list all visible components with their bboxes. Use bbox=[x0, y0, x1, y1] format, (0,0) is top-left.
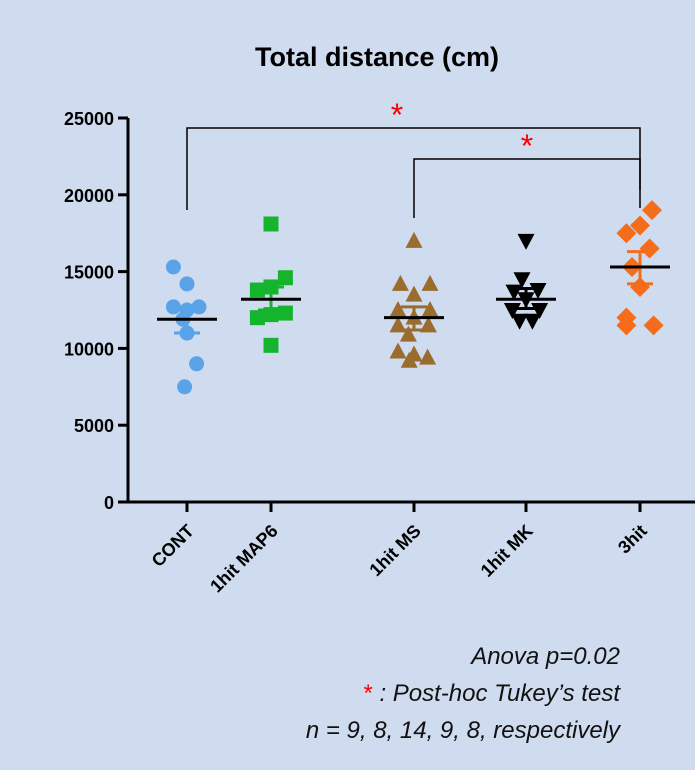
x-tick-label: CONT bbox=[148, 521, 198, 571]
data-point bbox=[250, 283, 265, 298]
posthoc-star: * bbox=[363, 680, 372, 707]
data-point bbox=[180, 276, 195, 291]
data-point bbox=[518, 234, 535, 250]
data-point bbox=[177, 379, 192, 394]
data-point bbox=[390, 301, 407, 317]
data-point bbox=[264, 338, 279, 353]
data-point bbox=[406, 232, 423, 248]
x-tick-label: 1hit MAP6 bbox=[206, 521, 282, 597]
data-point bbox=[644, 315, 664, 335]
data-point bbox=[392, 275, 409, 291]
x-axis: CONT 1hit MAP6 1hit MS 1hit MK 3hit bbox=[128, 502, 695, 596]
x-tick-label: 3hit bbox=[614, 521, 651, 558]
data-point bbox=[250, 310, 265, 325]
data-point bbox=[166, 259, 181, 274]
data-point bbox=[278, 306, 293, 321]
data-point bbox=[419, 349, 436, 365]
data-point bbox=[264, 216, 279, 231]
significance-bracket bbox=[414, 159, 640, 218]
anova-note: Anova p=0.02 bbox=[306, 638, 620, 675]
data-point bbox=[189, 356, 204, 371]
data-point bbox=[422, 275, 439, 291]
data-point bbox=[390, 342, 407, 358]
significance-star: * bbox=[391, 97, 403, 133]
chart-title: Total distance (cm) bbox=[255, 42, 499, 72]
data-point bbox=[640, 239, 660, 259]
data-point bbox=[642, 200, 662, 220]
data-points bbox=[166, 200, 664, 394]
data-point bbox=[406, 286, 423, 302]
posthoc-note: * : Post-hoc Tukey’s test bbox=[306, 675, 620, 712]
y-tick-label: 0 bbox=[104, 493, 114, 513]
figure-notes: Anova p=0.02 * : Post-hoc Tukey’s test n… bbox=[306, 638, 620, 749]
x-tick-label: 1hit MS bbox=[365, 521, 424, 580]
data-point bbox=[524, 314, 541, 330]
significance-brackets: ** bbox=[187, 97, 640, 218]
x-tick-label: 1hit MK bbox=[477, 521, 537, 581]
y-tick-label: 20000 bbox=[64, 186, 114, 206]
y-tick-label: 5000 bbox=[74, 416, 114, 436]
y-tick-label: 25000 bbox=[64, 109, 114, 129]
data-point bbox=[278, 270, 293, 285]
y-tick-label: 15000 bbox=[64, 263, 114, 283]
significance-star: * bbox=[521, 128, 533, 164]
y-tick-label: 10000 bbox=[64, 339, 114, 359]
sample-size-note: n = 9, 8, 14, 9, 8, respectively bbox=[306, 712, 620, 749]
y-axis: 0 5000 10000 15000 20000 25000 bbox=[64, 109, 128, 513]
data-point bbox=[422, 301, 439, 317]
posthoc-text: : Post-hoc Tukey’s test bbox=[373, 680, 620, 707]
